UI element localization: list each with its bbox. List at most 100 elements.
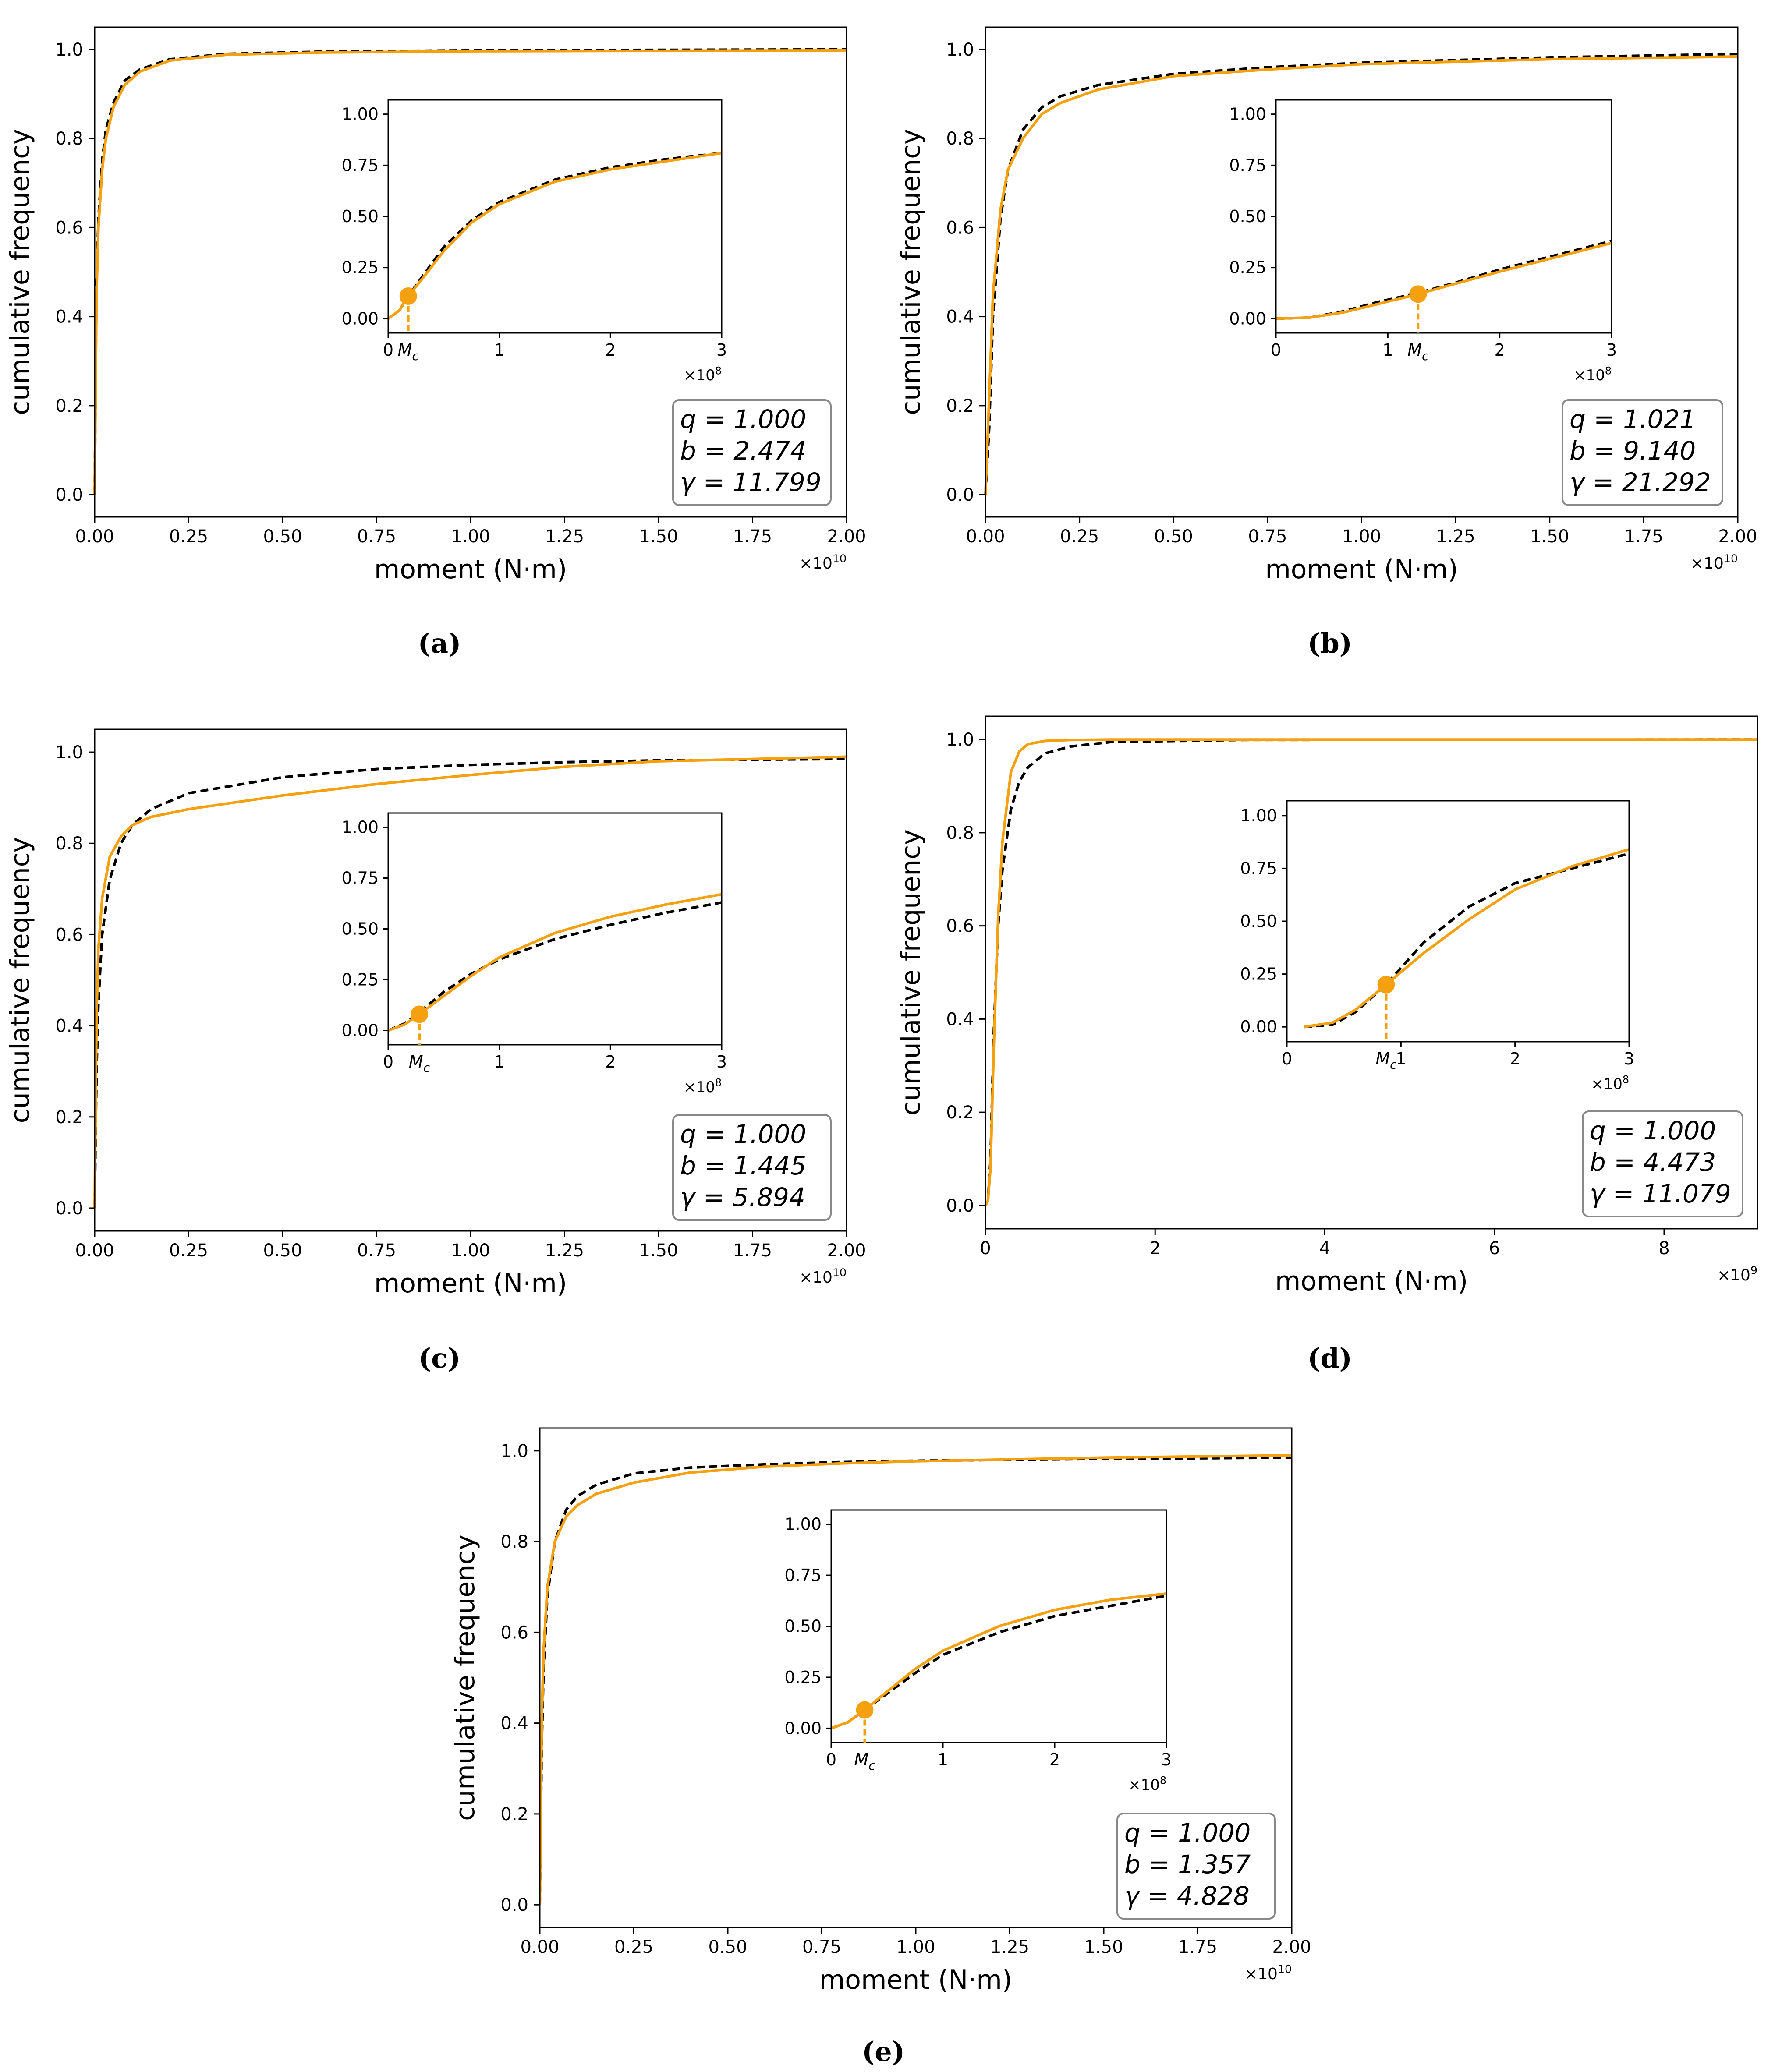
- x-tick-label: 1.50: [1084, 1937, 1123, 1957]
- y-tick-label: 0.8: [946, 129, 974, 149]
- x-tick-label: 1.50: [1530, 527, 1569, 547]
- inset-x-tick-label: 1: [494, 340, 505, 360]
- inset-e: 0 1 2 3 0.00 0.25 0.50 0.75 1.00 ×108 Mc: [784, 1509, 1172, 1794]
- inset-model-line: [1304, 848, 1630, 1029]
- x-tick-label: 1.75: [733, 527, 772, 547]
- inset-model-line: [830, 1592, 1167, 1730]
- offset-exponent: 10: [833, 1266, 847, 1279]
- x-axis-title: moment (N·m): [1275, 1266, 1468, 1297]
- offset-base: ×10: [1717, 1266, 1750, 1284]
- y-axis-title: cumulative frequency: [5, 129, 35, 415]
- x-tick-label: 6: [1489, 1238, 1500, 1259]
- mc-label-main: M: [1407, 340, 1422, 360]
- x-tick-label: 0.50: [1154, 527, 1193, 547]
- offset-base: ×10: [1128, 1776, 1160, 1794]
- inset-background: [1287, 801, 1629, 1042]
- y-tick-label: 0.8: [500, 1532, 528, 1552]
- offset-exponent: 10: [833, 552, 847, 565]
- plot-frame: [985, 715, 1758, 1230]
- param-line: b = 2.474: [680, 436, 806, 466]
- model-line: [984, 738, 1757, 1206]
- y-axis-title: cumulative frequency: [896, 129, 926, 415]
- inset-y-tick-label: 1.00: [1229, 105, 1266, 124]
- x-tick-label: 0.25: [1060, 527, 1099, 547]
- inset-y-tick-label: 0.50: [1229, 207, 1266, 226]
- inset-y-tick-label: 0.00: [1240, 1017, 1277, 1036]
- inset-x-offset-label: ×108: [1591, 1073, 1629, 1093]
- panel-a: 0.00 0.25 0.50 0.75 1.00 1.25 1.50 1.75 2.000.00…: [5, 26, 866, 659]
- inset-d: 0 1 2 3 0.00 0.25 0.50 0.75 1.00 ×108 Mc: [1240, 800, 1634, 1093]
- params-box: [672, 399, 832, 506]
- mc-label-main: M: [1375, 1049, 1390, 1068]
- mc-label: Mc: [1375, 1049, 1397, 1072]
- offset-exponent: 8: [715, 1076, 722, 1089]
- y-tick-label: 0.2: [500, 1804, 528, 1824]
- y-tick-label: 0.0: [55, 1199, 83, 1219]
- x-tick-label: 2.00: [827, 527, 866, 547]
- panel-b: 0.00 0.25 0.50 0.75 1.00 1.25 1.50 1.75 2.000.00…: [896, 26, 1757, 659]
- offset-base: ×10: [1573, 367, 1605, 384]
- x-tick-label: 1.75: [1178, 1937, 1217, 1957]
- x-tick-label: 1.50: [639, 527, 678, 547]
- inset-x-offset-label: ×108: [684, 364, 722, 384]
- inset-c: 0 1 2 3 0.00 0.25 0.50 0.75 1.00 ×108 Mc: [341, 812, 727, 1096]
- x-tick-label: 1.75: [1624, 527, 1663, 547]
- empirical-line: [93, 757, 847, 1209]
- x-offset-label: ×1010: [1690, 552, 1738, 573]
- param-line: q = 1.000: [680, 1119, 806, 1149]
- inset-x-tick-label: 3: [1606, 340, 1617, 360]
- param-line: q = 1.021: [1570, 404, 1696, 434]
- mc-label-main: M: [398, 340, 412, 360]
- x-tick-label: 0: [980, 1238, 991, 1259]
- inset-y-tick-label: 0.75: [341, 156, 379, 175]
- y-tick-label: 0.6: [500, 1623, 528, 1643]
- inset-a: 0 1 2 3 0.00 0.25 0.50 0.75 1.00 ×108 Mc: [341, 99, 727, 384]
- inset-y-tick-label: 0.25: [341, 970, 379, 990]
- offset-exponent: 10: [1724, 552, 1738, 565]
- x-offset-label: ×1010: [799, 552, 847, 573]
- param-line: γ = 11.079: [1590, 1179, 1731, 1209]
- param-line: b = 1.445: [680, 1151, 806, 1181]
- x-tick-label: 2.00: [1272, 1937, 1311, 1957]
- x-axis-title: moment (N·m): [374, 1268, 567, 1299]
- y-tick-label: 0.0: [55, 485, 83, 505]
- panel-caption: (a): [418, 627, 461, 659]
- offset-base: ×10: [799, 555, 833, 573]
- inset-y-tick-label: 1.00: [784, 1515, 822, 1534]
- y-tick-label: 0.2: [55, 1107, 83, 1128]
- mc-label-sub: c: [423, 1061, 430, 1075]
- offset-base: ×10: [684, 1078, 715, 1096]
- model-line: [93, 49, 847, 495]
- y-tick-label: 0.4: [946, 1009, 974, 1029]
- offset-exponent: 9: [1750, 1264, 1757, 1277]
- y-tick-label: 0.0: [946, 485, 974, 505]
- param-line: q = 1.000: [680, 404, 806, 434]
- x-tick-label: 2.00: [827, 1241, 866, 1261]
- inset-background: [388, 100, 722, 333]
- param-line: γ = 5.894: [680, 1182, 805, 1212]
- x-tick-label: 0.25: [169, 1241, 208, 1261]
- y-tick-label: 0.2: [946, 396, 974, 416]
- x-tick-label: 2.00: [1718, 527, 1757, 547]
- x-tick-label: 0.75: [357, 527, 396, 547]
- x-tick-label: 1.25: [545, 527, 584, 547]
- inset-x-tick-label: 0: [826, 1750, 836, 1769]
- mc-label-sub: c: [412, 349, 419, 363]
- inset-b: 0 1 2 3 0.00 0.25 0.50 0.75 1.00 ×108 Mc: [1229, 99, 1617, 384]
- inset-x-tick-label: 1: [938, 1750, 948, 1769]
- offset-base: ×10: [1244, 1965, 1278, 1983]
- offset-exponent: 8: [1160, 1774, 1166, 1786]
- x-tick-label: 0.00: [75, 527, 114, 547]
- inset-x-tick-label: 0: [383, 340, 393, 360]
- x-tick-label: 0.00: [520, 1937, 559, 1957]
- x-axis-title: moment (N·m): [1265, 554, 1458, 585]
- panel-caption: (e): [862, 2036, 905, 2068]
- inset-x-tick-label: 2: [1049, 1750, 1060, 1769]
- y-tick-label: 1.0: [946, 40, 974, 60]
- model-line: [539, 1454, 1292, 1905]
- inset-y-tick-label: 0.50: [341, 919, 379, 939]
- x-tick-label: 1.25: [545, 1241, 584, 1261]
- offset-base: ×10: [799, 1269, 833, 1287]
- x-tick-label: 0.50: [263, 1241, 302, 1261]
